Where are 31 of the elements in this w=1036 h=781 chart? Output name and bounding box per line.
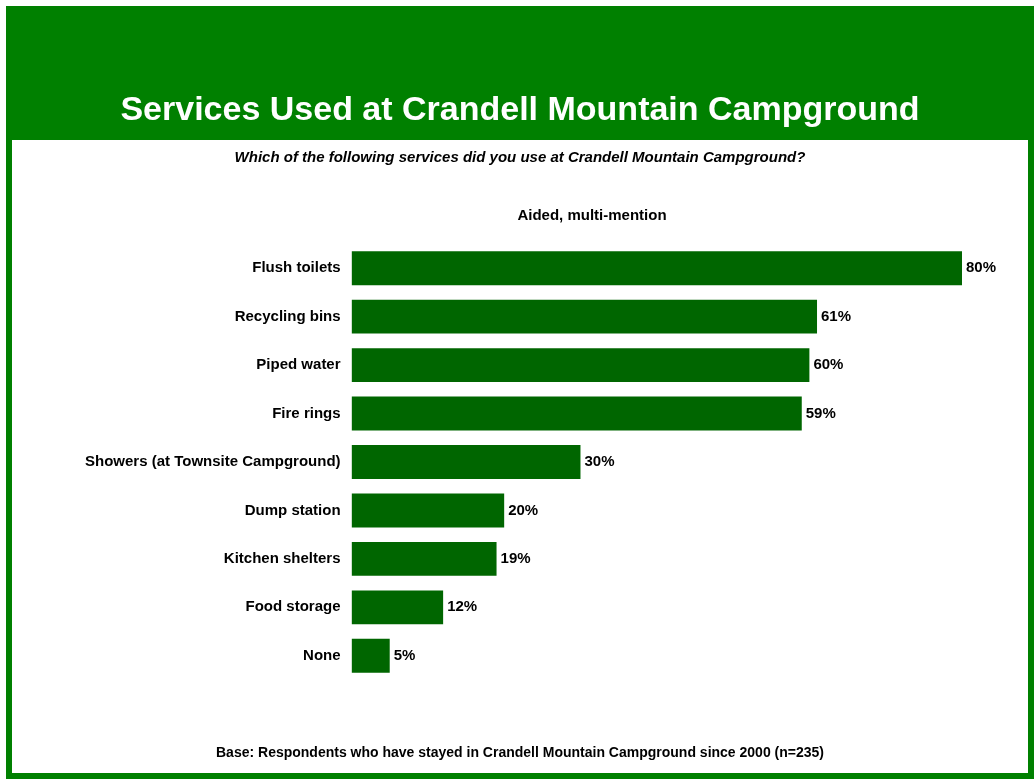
bar xyxy=(351,541,497,576)
y-tick-label: Piped water xyxy=(256,355,341,373)
y-tick-label: Recycling bins xyxy=(234,306,341,324)
y-tick-label: Kitchen shelters xyxy=(223,549,341,567)
data-label: 59% xyxy=(805,403,836,421)
text: Base: Respondents who have stayed in Crandell Mountain Campground since 2000 (n=235) xyxy=(215,744,825,760)
y-tick-label: None xyxy=(303,645,341,663)
data-label: 19% xyxy=(500,549,531,567)
y-tick-label: Flush toilets xyxy=(252,258,341,276)
data-label: 30% xyxy=(584,452,615,470)
data-label: 12% xyxy=(447,597,478,615)
data-label: 20% xyxy=(508,500,539,518)
data-label: 61% xyxy=(821,306,852,324)
text: Aided, multi-mention xyxy=(516,206,668,223)
chart-title: Services Used at Crandell Mountain Campground xyxy=(120,89,920,128)
bar xyxy=(351,299,818,334)
bar xyxy=(351,493,505,528)
data-label: 5% xyxy=(393,645,416,663)
bar xyxy=(351,638,390,673)
y-tick-label: Food storage xyxy=(245,597,341,615)
bar xyxy=(351,251,962,286)
bar xyxy=(351,396,802,431)
chart-subtitle: Which of the following services did you use at Crandell Mountain Campground? xyxy=(233,148,807,165)
bar xyxy=(351,348,810,383)
y-tick-label: Showers (at Townsite Campground) xyxy=(84,452,341,470)
bar xyxy=(351,590,444,625)
data-label: 80% xyxy=(966,258,997,276)
bar xyxy=(351,445,581,479)
y-tick-label: Dump station xyxy=(244,500,341,518)
data-label: 60% xyxy=(813,355,844,373)
y-tick-label: Fire rings xyxy=(272,403,341,421)
